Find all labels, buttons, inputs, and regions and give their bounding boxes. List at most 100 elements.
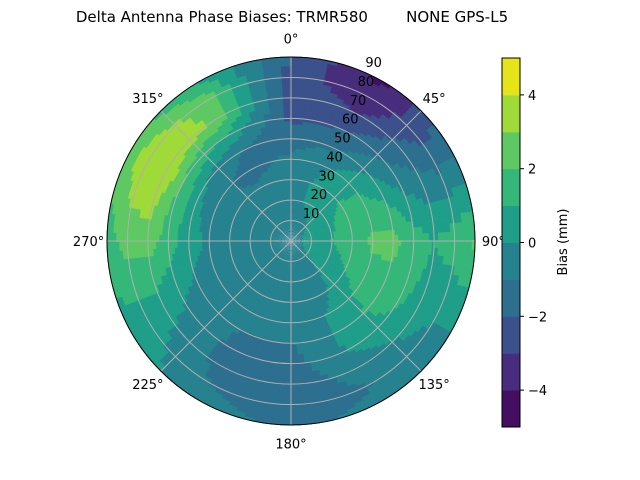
contour-cell	[278, 237, 283, 239]
contour-cell	[300, 215, 304, 220]
contour-cell	[293, 237, 297, 240]
contour-cell	[281, 254, 285, 258]
contour-cell	[278, 218, 282, 223]
contour-cell	[304, 247, 309, 250]
contour-cell	[291, 247, 293, 251]
contour-cell	[299, 235, 303, 238]
contour-cell	[284, 241, 289, 243]
contour-cell	[297, 250, 301, 255]
contour-cell	[287, 243, 290, 247]
contour-cell	[295, 234, 299, 238]
contour-cell	[270, 226, 274, 230]
contour-cell	[303, 209, 307, 214]
contour-cell	[286, 232, 289, 236]
contour-cell	[294, 246, 297, 250]
contour-cell	[304, 247, 308, 251]
contour-cell	[256, 242, 261, 245]
contour-cell	[278, 211, 282, 216]
contour-cell	[286, 246, 289, 250]
contour-cell	[304, 260, 308, 265]
contour-cell	[292, 231, 295, 236]
contour-cell	[299, 263, 303, 268]
contour-cell	[263, 242, 267, 245]
contour-cell	[306, 242, 310, 245]
contour-cell	[283, 264, 287, 269]
contour-cell	[339, 232, 344, 237]
contour-cell	[278, 259, 282, 264]
contour-cell	[292, 246, 294, 251]
contour-cell	[270, 253, 275, 257]
contour-cell	[285, 194, 289, 199]
contour-cell	[293, 241, 298, 243]
contour-cell	[284, 252, 287, 256]
contour-cell	[282, 264, 285, 269]
contour-cell	[272, 244, 277, 247]
contour-cell	[295, 213, 299, 218]
contour-cell	[251, 199, 257, 205]
contour-cell	[278, 236, 283, 239]
contour-cell	[313, 248, 318, 252]
contour-cell	[336, 243, 341, 247]
contour-cell	[273, 214, 278, 218]
contour-cell	[296, 247, 300, 251]
contour-cell	[293, 249, 295, 254]
contour-cell	[280, 260, 284, 265]
contour-cell	[276, 228, 280, 232]
contour-cell	[293, 246, 296, 250]
contour-cell	[287, 235, 290, 239]
contour-cell	[299, 237, 304, 239]
contour-cell	[297, 239, 301, 241]
contour-cell	[298, 228, 302, 232]
contour-cell	[296, 254, 299, 259]
contour-cell	[269, 227, 274, 231]
contour-cell	[318, 226, 323, 231]
contour-cell	[318, 253, 323, 257]
contour-cell	[321, 237, 326, 240]
contour-cell	[271, 254, 276, 258]
contour-cell	[287, 246, 289, 250]
contour-cell	[338, 229, 343, 234]
contour-cell	[294, 233, 298, 237]
contour-cell	[341, 229, 346, 234]
contour-cell	[268, 250, 273, 254]
contour-cell	[270, 225, 275, 229]
contour-cell	[281, 239, 285, 241]
contour-cell	[297, 223, 300, 228]
contour-cell	[275, 229, 280, 233]
contour-cell	[280, 233, 284, 237]
contour-cell	[299, 243, 304, 246]
contour-cell	[279, 235, 283, 238]
contour-cell	[339, 243, 344, 247]
contour-cell	[293, 188, 297, 193]
contour-cell	[260, 231, 265, 234]
contour-cell	[280, 217, 284, 222]
contour-cell	[314, 247, 319, 250]
contour-cell	[283, 261, 286, 266]
contour-cell	[312, 238, 316, 240]
contour-cell	[306, 223, 310, 227]
contour-cell	[293, 232, 296, 236]
contour-cell	[299, 243, 304, 245]
contour-cell	[301, 232, 305, 235]
contour-cell	[276, 265, 280, 270]
contour-cell	[290, 182, 295, 186]
contour-cell	[238, 237, 243, 242]
contour-cell	[293, 237, 297, 240]
contour-cell	[284, 233, 288, 237]
contour-cell	[280, 263, 284, 268]
contour-cell	[244, 243, 249, 247]
contour-cell	[294, 216, 297, 221]
contour-cell	[278, 237, 283, 240]
contour-cell	[335, 230, 340, 235]
contour-cell	[289, 225, 291, 229]
contour-cell	[287, 243, 290, 247]
contour-cell	[296, 243, 300, 245]
contour-cell	[250, 242, 255, 246]
contour-cell	[299, 252, 303, 257]
contour-cell	[298, 234, 303, 237]
contour-cell	[293, 242, 297, 245]
contour-cell	[287, 243, 290, 247]
contour-cell	[311, 253, 316, 257]
contour-cell	[303, 229, 307, 233]
contour-cell	[275, 236, 280, 239]
